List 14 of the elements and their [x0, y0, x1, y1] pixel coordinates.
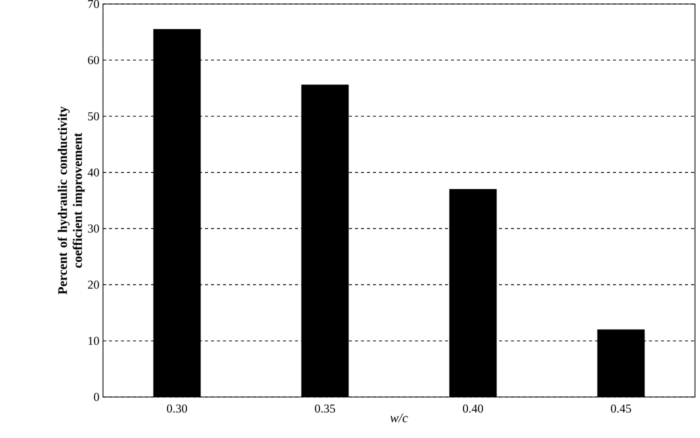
y-tick-label: 20 [88, 280, 100, 289]
y-tick-label: 50 [88, 112, 100, 120]
x-axis-title: w/c [390, 414, 408, 422]
x-tick-label: 0.40 [462, 404, 484, 413]
y-tick-label: 60 [88, 56, 100, 64]
x-tick-label: 0.45 [610, 404, 632, 413]
y-tick-label: 70 [88, 0, 100, 8]
x-tick-label: 0.35 [314, 404, 336, 413]
x-tick-label: 0.30 [166, 404, 188, 413]
y-tick-label: 10 [88, 336, 100, 345]
y-tick-label: 0 [94, 392, 100, 402]
y-axis-title: Percent of hydraulic conductivity coefficient improvement [58, 106, 85, 294]
y-tick-label: 30 [88, 224, 100, 233]
y-tick-label: 40 [88, 168, 100, 176]
